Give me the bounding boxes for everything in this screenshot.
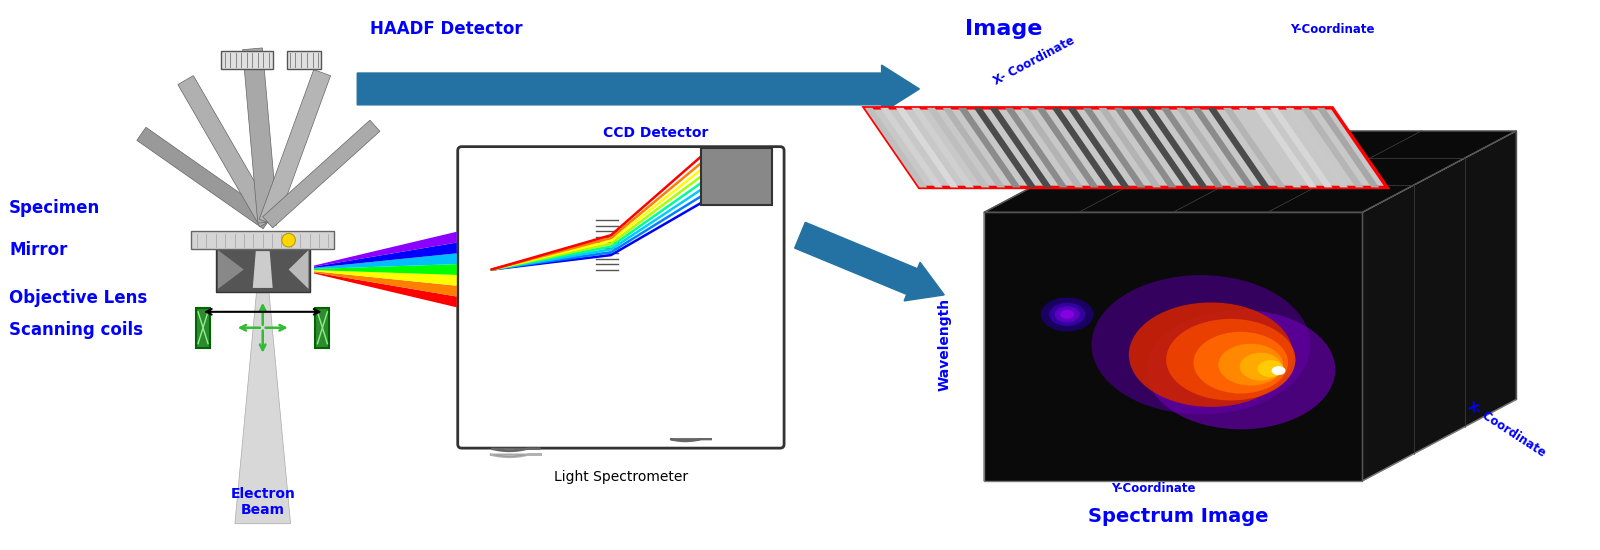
Polygon shape xyxy=(1192,108,1254,188)
Polygon shape xyxy=(314,271,456,296)
Polygon shape xyxy=(984,131,1517,212)
Polygon shape xyxy=(314,254,456,269)
Polygon shape xyxy=(1317,108,1379,188)
Polygon shape xyxy=(1099,108,1162,188)
Text: X- Coordinate: X- Coordinate xyxy=(990,34,1077,88)
Polygon shape xyxy=(216,247,310,292)
Polygon shape xyxy=(1222,108,1286,188)
FancyArrow shape xyxy=(795,222,944,301)
Polygon shape xyxy=(138,127,272,229)
Polygon shape xyxy=(253,251,272,288)
Ellipse shape xyxy=(1130,302,1293,407)
Polygon shape xyxy=(1067,108,1130,188)
Ellipse shape xyxy=(1061,310,1074,319)
FancyBboxPatch shape xyxy=(197,308,210,348)
Polygon shape xyxy=(1301,108,1363,188)
Polygon shape xyxy=(912,108,974,188)
Ellipse shape xyxy=(1218,344,1283,386)
Polygon shape xyxy=(1238,108,1301,188)
Text: Light Spectrometer: Light Spectrometer xyxy=(554,470,688,484)
Polygon shape xyxy=(1083,108,1146,188)
Text: Wavelength: Wavelength xyxy=(938,298,952,391)
FancyBboxPatch shape xyxy=(190,231,334,249)
Ellipse shape xyxy=(1166,319,1296,400)
Polygon shape xyxy=(670,439,712,441)
Text: CCD Detector: CCD Detector xyxy=(603,126,709,140)
FancyArrow shape xyxy=(357,65,920,113)
FancyBboxPatch shape xyxy=(286,51,322,69)
Polygon shape xyxy=(974,108,1037,188)
Text: Scanning coils: Scanning coils xyxy=(10,321,142,339)
Text: Electron
Beam: Electron Beam xyxy=(230,487,294,517)
Polygon shape xyxy=(989,108,1051,188)
Ellipse shape xyxy=(1240,353,1282,381)
Polygon shape xyxy=(1176,108,1238,188)
Text: Objective Lens: Objective Lens xyxy=(10,289,147,307)
Text: Spectrum Image: Spectrum Image xyxy=(1088,507,1269,526)
Polygon shape xyxy=(1114,108,1176,188)
Text: Image: Image xyxy=(965,19,1043,39)
Polygon shape xyxy=(178,75,275,227)
Polygon shape xyxy=(218,250,243,289)
Polygon shape xyxy=(314,243,456,268)
Polygon shape xyxy=(314,232,456,267)
Polygon shape xyxy=(314,270,456,286)
Polygon shape xyxy=(958,108,1021,188)
Polygon shape xyxy=(314,272,456,307)
Polygon shape xyxy=(1285,108,1349,188)
Polygon shape xyxy=(926,108,989,188)
Polygon shape xyxy=(1208,108,1270,188)
Ellipse shape xyxy=(1054,306,1080,322)
Polygon shape xyxy=(1270,108,1333,188)
Polygon shape xyxy=(1051,108,1114,188)
Polygon shape xyxy=(491,449,541,451)
Polygon shape xyxy=(1005,108,1067,188)
Polygon shape xyxy=(1254,108,1317,188)
Ellipse shape xyxy=(1040,298,1094,332)
Ellipse shape xyxy=(1050,302,1085,326)
Ellipse shape xyxy=(1272,366,1285,375)
Polygon shape xyxy=(942,108,1005,188)
Polygon shape xyxy=(864,108,1387,188)
Ellipse shape xyxy=(1194,332,1288,393)
Ellipse shape xyxy=(1258,360,1283,377)
Circle shape xyxy=(282,233,296,247)
FancyBboxPatch shape xyxy=(701,147,773,205)
Polygon shape xyxy=(1362,131,1517,481)
Text: X- Coordinate: X- Coordinate xyxy=(1466,399,1547,459)
Ellipse shape xyxy=(1091,275,1310,414)
Text: Specimen: Specimen xyxy=(10,199,101,217)
Ellipse shape xyxy=(1146,310,1336,430)
Polygon shape xyxy=(1021,108,1083,188)
Text: HAADF Detector: HAADF Detector xyxy=(371,20,523,38)
Polygon shape xyxy=(896,108,958,188)
Text: Y-Coordinate: Y-Coordinate xyxy=(1110,482,1195,496)
Polygon shape xyxy=(262,120,379,228)
Polygon shape xyxy=(1037,108,1099,188)
Polygon shape xyxy=(984,399,1517,481)
Polygon shape xyxy=(1146,108,1208,188)
Polygon shape xyxy=(314,264,456,275)
Polygon shape xyxy=(259,70,331,225)
Polygon shape xyxy=(1162,108,1224,188)
Text: Y-Coordinate: Y-Coordinate xyxy=(1290,23,1374,36)
Polygon shape xyxy=(984,131,1138,481)
Polygon shape xyxy=(490,454,542,457)
Polygon shape xyxy=(1130,108,1192,188)
FancyBboxPatch shape xyxy=(315,308,330,348)
Polygon shape xyxy=(984,212,1362,481)
Polygon shape xyxy=(880,108,942,188)
Polygon shape xyxy=(243,48,278,223)
Polygon shape xyxy=(235,252,291,524)
FancyBboxPatch shape xyxy=(221,51,272,69)
Polygon shape xyxy=(1138,131,1517,399)
Polygon shape xyxy=(288,250,309,289)
Text: Mirror: Mirror xyxy=(10,241,67,259)
FancyBboxPatch shape xyxy=(458,147,784,448)
Polygon shape xyxy=(864,108,926,188)
